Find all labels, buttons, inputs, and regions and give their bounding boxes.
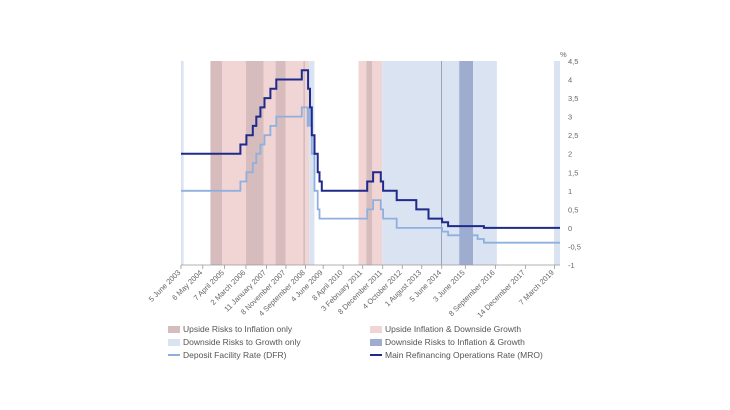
risk-band-upside-inflation-7 xyxy=(303,61,306,265)
y-tick-label: -0,5 xyxy=(568,242,581,251)
y-tick-label: -1 xyxy=(568,261,575,270)
legend-upside-inflation-downside-growth: Upside Inflation & Downside Growth xyxy=(370,323,570,335)
legend-dfr: Deposit Facility Rate (DFR) xyxy=(168,349,368,361)
risk-band-upside-inflation-downside-growth-8 xyxy=(305,61,310,265)
risk-band-upside-inflation-downside-growth-6 xyxy=(285,61,304,265)
y-tick-label: 1 xyxy=(568,187,572,196)
legend-downside-inflation-growth: Downside Risks to Inflation & Growth xyxy=(370,336,570,348)
y-tick-label: 0,5 xyxy=(568,205,578,214)
y-tick-label: 3,5 xyxy=(568,94,578,103)
risk-band-upside-inflation-downside-growth-4 xyxy=(263,61,276,265)
series-line-dfr xyxy=(181,106,560,244)
legend-swatch-downside-growth xyxy=(168,338,180,346)
legend-upside-inflation: Upside Risks to Inflation only xyxy=(168,323,368,335)
risk-band-upside-inflation-downside-growth-12 xyxy=(372,61,383,265)
y-tick-label: 4,5 xyxy=(568,57,578,66)
risk-band-upside-inflation-downside-growth-10 xyxy=(358,61,367,265)
legend-downside-growth: Downside Risks to Growth only xyxy=(168,336,368,348)
risk-band-upside-inflation-5 xyxy=(275,61,286,265)
risk-band-upside-inflation-downside-growth-2 xyxy=(222,61,246,265)
y-tick-label: 1,5 xyxy=(568,168,578,177)
risk-band-upside-inflation-11 xyxy=(366,61,373,265)
legend-swatch-upside-inflation-downside-growth xyxy=(370,325,382,333)
risk-band-downside-growth-16 xyxy=(554,61,560,265)
risk-band-downside-growth-9 xyxy=(309,61,315,265)
y-tick-label: 2,5 xyxy=(568,131,578,140)
legend-label-downside-inflation-growth: Downside Risks to Inflation & Growth xyxy=(385,337,525,347)
legend-swatch-downside-inflation-growth xyxy=(370,338,382,346)
y-tick-label: 3 xyxy=(568,113,572,122)
y-unit-label: % xyxy=(560,50,567,59)
legend-mro: Main Refinancing Operations Rate (MRO) xyxy=(370,349,570,361)
chart-legend: Upside Risks to Inflation only Upside In… xyxy=(168,323,598,362)
risk-band-upside-inflation-1 xyxy=(210,61,223,265)
legend-line-dfr xyxy=(168,354,180,356)
legend-label-downside-growth: Downside Risks to Growth only xyxy=(183,337,301,347)
y-tick-label: 2 xyxy=(568,150,572,159)
risk-band-downside-growth-15 xyxy=(473,61,497,265)
legend-line-mro xyxy=(370,354,382,356)
series-line-mro xyxy=(181,69,560,229)
legend-label-upside-inflation-downside-growth: Upside Inflation & Downside Growth xyxy=(385,324,522,334)
legend-label-mro: Main Refinancing Operations Rate (MRO) xyxy=(385,350,543,360)
y-tick-label: 0 xyxy=(568,224,572,233)
legend-label-dfr: Deposit Facility Rate (DFR) xyxy=(183,350,287,360)
risk-band-downside-growth-0 xyxy=(181,61,184,265)
legend-swatch-upside-inflation xyxy=(168,325,180,333)
legend-label-upside-inflation: Upside Risks to Inflation only xyxy=(183,324,293,334)
y-tick-label: 4 xyxy=(568,76,572,85)
risk-band-downside-inflation-growth-14 xyxy=(459,61,474,265)
